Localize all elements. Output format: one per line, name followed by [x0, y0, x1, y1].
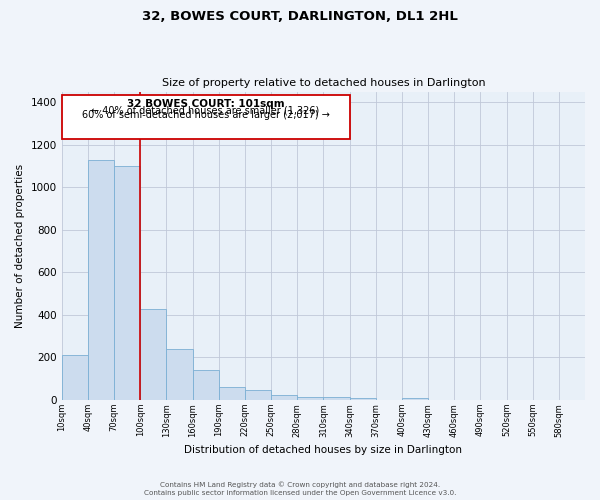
Text: Contains HM Land Registry data © Crown copyright and database right 2024.: Contains HM Land Registry data © Crown c…	[160, 481, 440, 488]
Bar	[245, 390, 271, 400]
Bar	[166, 349, 193, 400]
Bar	[323, 397, 350, 400]
Bar	[62, 356, 88, 400]
Bar	[218, 388, 245, 400]
Bar	[88, 160, 114, 400]
X-axis label: Distribution of detached houses by size in Darlington: Distribution of detached houses by size …	[184, 445, 463, 455]
Text: 32 BOWES COURT: 101sqm: 32 BOWES COURT: 101sqm	[127, 98, 284, 108]
Bar	[271, 396, 297, 400]
Y-axis label: Number of detached properties: Number of detached properties	[15, 164, 25, 328]
FancyBboxPatch shape	[62, 94, 350, 139]
Text: Contains public sector information licensed under the Open Government Licence v3: Contains public sector information licen…	[144, 490, 456, 496]
Bar	[140, 308, 166, 400]
Title: Size of property relative to detached houses in Darlington: Size of property relative to detached ho…	[161, 78, 485, 88]
Text: ← 40% of detached houses are smaller (1,326): ← 40% of detached houses are smaller (1,…	[91, 106, 320, 116]
Bar	[193, 370, 218, 400]
Text: 32, BOWES COURT, DARLINGTON, DL1 2HL: 32, BOWES COURT, DARLINGTON, DL1 2HL	[142, 10, 458, 23]
Bar	[402, 398, 428, 400]
Bar	[114, 166, 140, 400]
Bar	[350, 398, 376, 400]
Bar	[297, 397, 323, 400]
Text: 60% of semi-detached houses are larger (2,017) →: 60% of semi-detached houses are larger (…	[82, 110, 329, 120]
